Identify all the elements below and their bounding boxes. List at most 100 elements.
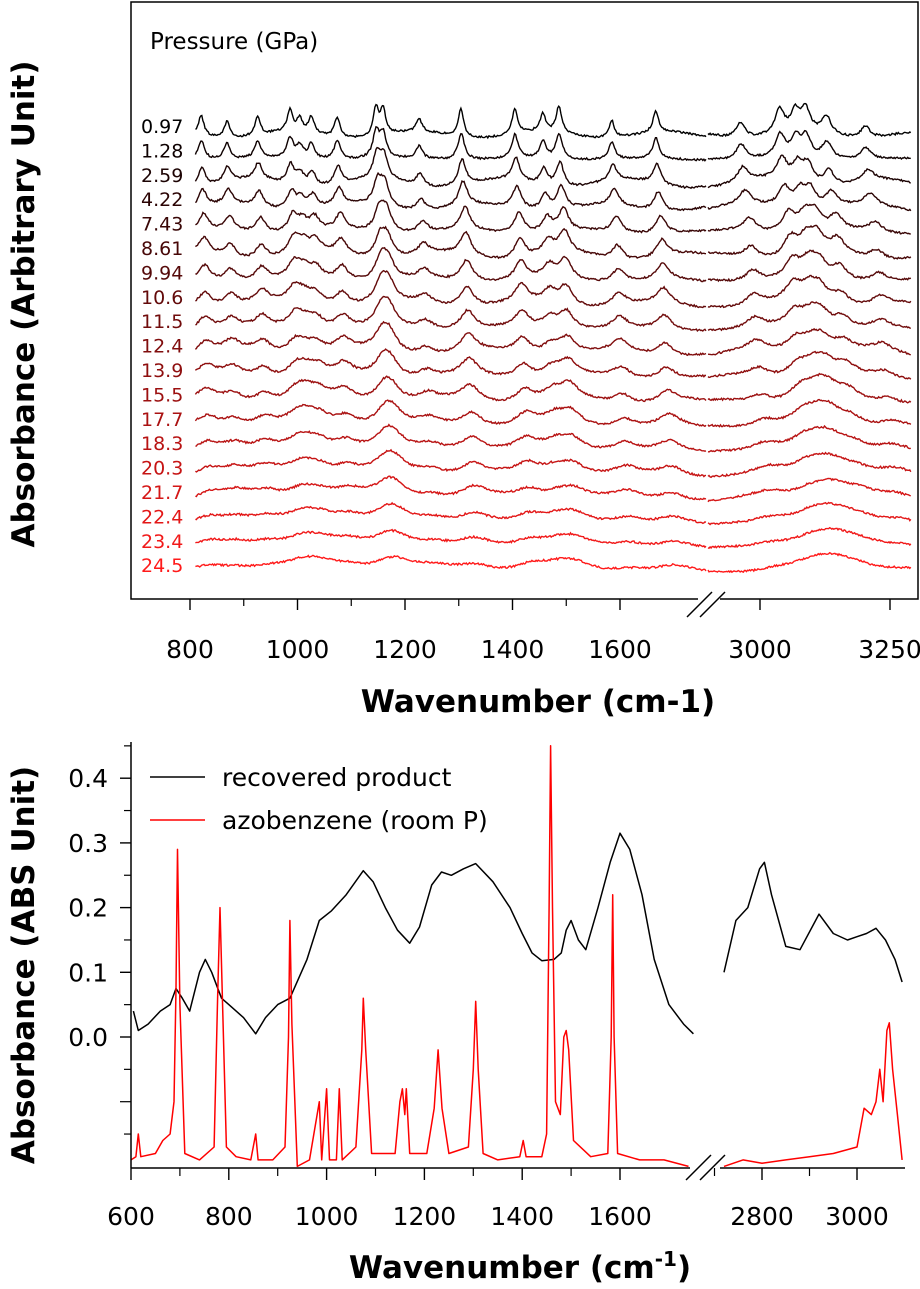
top-series-line-12.4	[194, 320, 707, 357]
top-series-line-10.6	[194, 269, 707, 309]
pressure-label-12.4: 12.4	[141, 336, 183, 358]
top-series-line-right-22.4	[707, 501, 912, 526]
top-plot-frame	[130, 1, 919, 600]
pressure-label-4.22: 4.22	[141, 189, 183, 211]
legend: recovered product azobenzene (room P)	[150, 763, 488, 835]
bottom-y-tick-label-0.4: 0.4	[68, 764, 108, 793]
pressure-label-8.61: 8.61	[141, 238, 183, 260]
top-x-tick-label-3250: 3250	[858, 635, 920, 664]
top-series-line-right-0.97	[707, 102, 912, 138]
bottom-y-tick-label-0.2: 0.2	[68, 894, 108, 923]
top-series-line-2.59	[194, 146, 707, 190]
pressure-label-1.28: 1.28	[141, 140, 183, 162]
top-series-line-right-2.59	[707, 154, 911, 189]
pressure-label-10.6: 10.6	[141, 287, 183, 309]
top-series-line-right-4.22	[707, 181, 912, 212]
top-series-line-right-12.4	[707, 327, 911, 356]
bottom-x-tick-label-2800: 2800	[730, 1202, 794, 1231]
top-axis-break-mark-2	[699, 591, 726, 618]
top-series-line-right-7.43	[707, 203, 911, 235]
bottom-y-tick-label-0.3: 0.3	[68, 829, 108, 858]
top-series-line-7.43	[195, 199, 707, 234]
top-series-line-13.9	[194, 348, 707, 378]
top-series-line-20.3	[194, 448, 707, 478]
top-series-line-23.4	[195, 528, 707, 549]
top-x-tick-label-800: 800	[166, 635, 214, 664]
top-series-line-21.7	[195, 475, 707, 501]
top-series-line-right-20.3	[707, 451, 912, 479]
bottom-x-axis-title: Wavenumber (cm-1)	[349, 1247, 691, 1286]
bottom-x-tick-label-1600: 1600	[588, 1202, 652, 1231]
bottom-x-tick-label-800: 800	[205, 1202, 253, 1231]
pressure-label-15.5: 15.5	[141, 384, 183, 406]
top-series-line-11.5	[195, 295, 707, 332]
top-series-line-4.22	[194, 171, 707, 212]
bottom-x-tick-label-1400: 1400	[490, 1202, 554, 1231]
bottom-x-tick-label-1000: 1000	[295, 1202, 359, 1231]
top-x-tick-label-1200: 1200	[373, 635, 437, 664]
top-series-line-right-9.94	[707, 249, 912, 283]
series-line-right-azobenzene	[723, 1022, 903, 1168]
top-panel: Pressure (GPa) 0.971.28 2.594.22 7.438.619…	[6, 1, 920, 720]
top-series-line-right-23.4	[707, 526, 912, 550]
top-x-tick-label-1000: 1000	[266, 635, 330, 664]
bottom-y-axis-title: Absorbance (ABS Unit)	[6, 766, 42, 1164]
top-x-axis: 800 1000 1200 1400 1600 3000 3250	[166, 590, 920, 664]
top-x-tick-label-1400: 1400	[481, 635, 545, 664]
top-series-line-22.4	[195, 501, 707, 525]
top-x-tick-label-1600: 1600	[588, 635, 652, 664]
top-series-line-right-15.5	[707, 372, 912, 404]
pressure-label-24.5: 24.5	[141, 555, 183, 577]
pressure-label-7.43: 7.43	[141, 214, 183, 236]
pressure-label-18.3: 18.3	[141, 433, 183, 455]
pressure-label-21.7: 21.7	[141, 482, 183, 504]
pressure-label-23.4: 23.4	[141, 531, 183, 553]
top-legend-title: Pressure (GPa)	[150, 29, 318, 55]
top-pressure-labels: 0.971.28 2.594.22 7.438.619.94 10.611.5 12.4…	[141, 116, 183, 577]
series-line-right-recovered-product	[723, 861, 903, 983]
top-x-axis-title: Wavenumber (cm-1)	[361, 684, 715, 720]
bottom-panel: 0.0 0.1 0.2 0.3 0.4 600 800 1000 1200 1400 1600 280…	[6, 742, 905, 1286]
top-series-line-15.5	[194, 375, 707, 403]
top-series-line-24.5	[195, 554, 707, 572]
pressure-label-17.7: 17.7	[141, 409, 183, 431]
top-series-line-1.28	[194, 125, 707, 162]
top-series-line-right-10.6	[707, 274, 912, 309]
bottom-axes: 0.0 0.1 0.2 0.3 0.4 600 800 1000 1200 1400 1600 280…	[68, 742, 905, 1231]
top-series-line-right-1.28	[707, 129, 912, 161]
top-series-line-0.97	[195, 103, 707, 140]
top-series-line-right-18.3	[707, 424, 911, 453]
pressure-label-9.94: 9.94	[141, 262, 183, 284]
series-line-recovered-product	[132, 832, 694, 1035]
top-axis-break-gap	[698, 590, 720, 610]
series-line-azobenzene	[130, 745, 689, 1168]
top-x-tick-label-3000: 3000	[728, 635, 792, 664]
bottom-y-tick-label-0.1: 0.1	[68, 958, 108, 987]
top-series-line-right-17.7	[707, 398, 912, 428]
pressure-label-22.4: 22.4	[141, 506, 183, 528]
legend-label-recovered: recovered product	[222, 763, 452, 792]
top-series-line-right-8.61	[707, 224, 912, 260]
bottom-axis-break-mark-1	[685, 1154, 712, 1181]
top-series-line-right-24.5	[707, 551, 912, 574]
top-series-group	[194, 102, 912, 574]
pressure-label-20.3: 20.3	[141, 458, 183, 480]
bottom-x-tick-label-600: 600	[107, 1202, 155, 1231]
top-axis-break-mark-1	[686, 591, 713, 618]
pressure-label-13.9: 13.9	[141, 360, 183, 382]
top-series-line-17.7	[194, 399, 707, 428]
top-series-line-9.94	[195, 246, 707, 283]
bottom-x-tick-label-1200: 1200	[393, 1202, 457, 1231]
top-series-line-18.3	[195, 423, 707, 452]
top-y-axis-title: Absorbance (Arbitrary Unit)	[6, 60, 42, 547]
bottom-x-tick-label-3000: 3000	[825, 1202, 889, 1231]
pressure-label-0.97: 0.97	[141, 116, 183, 138]
top-series-line-right-13.9	[707, 350, 912, 380]
bottom-axis-break-mark-2	[699, 1154, 726, 1181]
bottom-series-group	[130, 745, 903, 1168]
top-series-line-right-21.7	[707, 477, 911, 503]
legend-label-azobenzene: azobenzene (room P)	[222, 806, 488, 835]
top-series-line-8.61	[194, 225, 707, 260]
bottom-y-tick-label-0: 0.0	[68, 1023, 108, 1052]
